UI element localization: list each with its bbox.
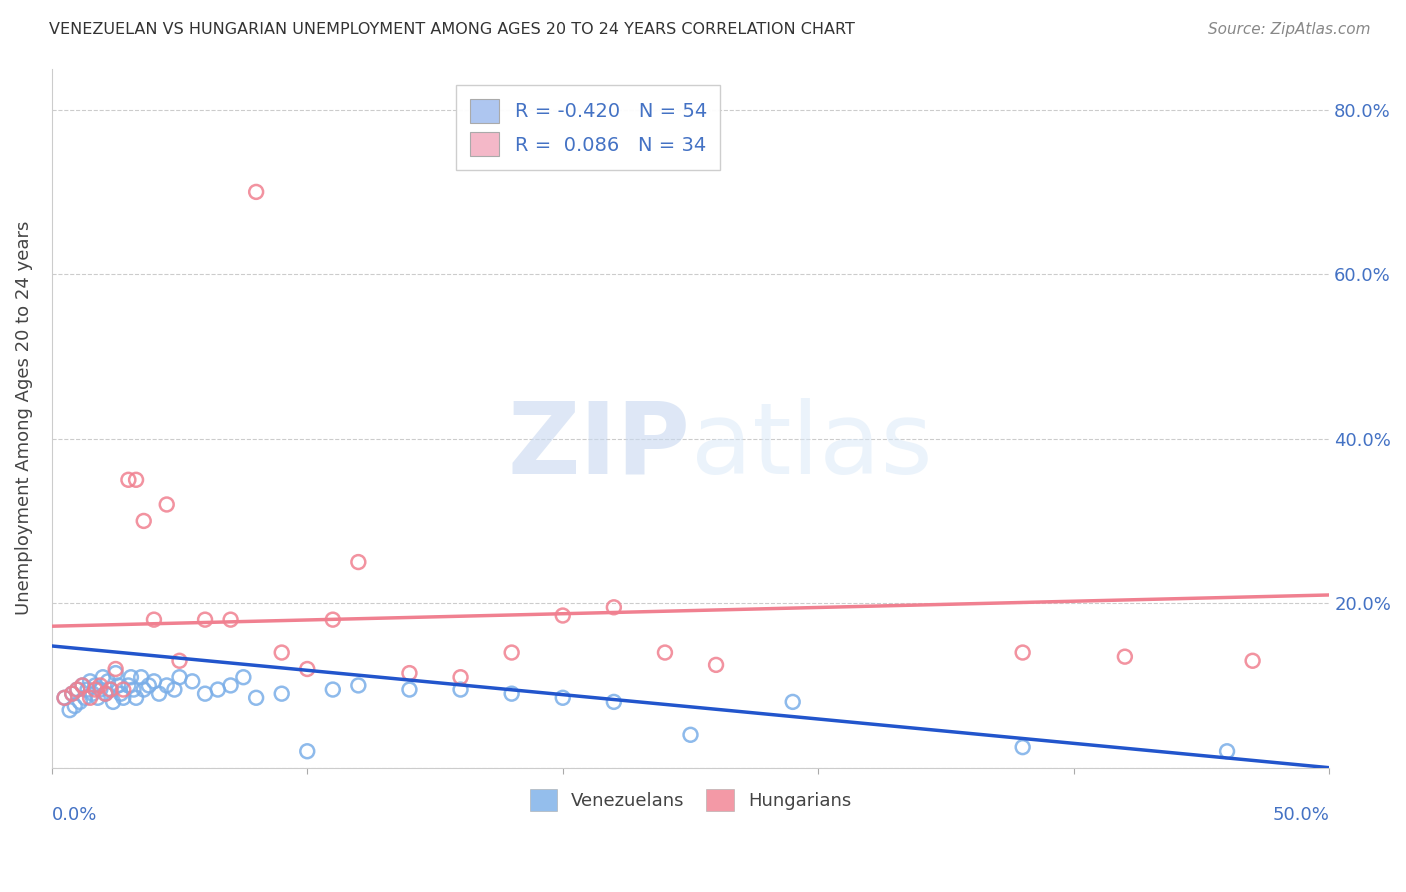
Point	[270, 687, 292, 701]
Point	[1011, 740, 1033, 755]
Point	[603, 695, 626, 709]
Point	[101, 695, 124, 709]
Point	[89, 678, 111, 692]
Point	[501, 687, 523, 701]
Point	[169, 654, 191, 668]
Point	[142, 674, 165, 689]
Point	[94, 687, 117, 701]
Point	[60, 687, 83, 701]
Point	[450, 682, 472, 697]
Point	[219, 613, 242, 627]
Point	[125, 690, 148, 705]
Point	[132, 682, 155, 697]
Point	[66, 682, 89, 697]
Point	[129, 670, 152, 684]
Point	[97, 674, 120, 689]
Point	[76, 682, 98, 697]
Point	[219, 678, 242, 692]
Point	[782, 695, 804, 709]
Point	[181, 674, 204, 689]
Point	[60, 687, 83, 701]
Point	[110, 687, 132, 701]
Point	[1241, 654, 1264, 668]
Point	[347, 678, 370, 692]
Point	[1216, 744, 1239, 758]
Point	[100, 682, 122, 697]
Point	[148, 687, 170, 701]
Point	[138, 678, 160, 692]
Point	[194, 687, 217, 701]
Point	[704, 657, 727, 672]
Point	[59, 703, 82, 717]
Point	[194, 613, 217, 627]
Point	[142, 613, 165, 627]
Text: VENEZUELAN VS HUNGARIAN UNEMPLOYMENT AMONG AGES 20 TO 24 YEARS CORRELATION CHART: VENEZUELAN VS HUNGARIAN UNEMPLOYMENT AMO…	[49, 22, 855, 37]
Point	[398, 682, 420, 697]
Point	[107, 678, 129, 692]
Point	[245, 690, 267, 705]
Point	[84, 682, 107, 697]
Text: 0.0%: 0.0%	[52, 806, 97, 824]
Point	[156, 678, 179, 692]
Point	[297, 662, 319, 676]
Point	[100, 682, 122, 697]
Point	[398, 666, 420, 681]
Point	[66, 682, 89, 697]
Point	[132, 514, 155, 528]
Point	[91, 670, 114, 684]
Point	[63, 698, 86, 713]
Point	[347, 555, 370, 569]
Point	[1114, 649, 1136, 664]
Point	[79, 674, 101, 689]
Point	[89, 682, 111, 697]
Y-axis label: Unemployment Among Ages 20 to 24 years: Unemployment Among Ages 20 to 24 years	[15, 221, 32, 615]
Point	[87, 690, 110, 705]
Text: atlas: atlas	[690, 398, 932, 494]
Point	[72, 678, 94, 692]
Legend: Venezuelans, Hungarians: Venezuelans, Hungarians	[523, 781, 859, 818]
Point	[169, 670, 191, 684]
Point	[82, 687, 104, 701]
Point	[551, 608, 574, 623]
Point	[104, 666, 127, 681]
Point	[551, 690, 574, 705]
Point	[104, 662, 127, 676]
Point	[84, 678, 107, 692]
Point	[679, 728, 702, 742]
Point	[1011, 646, 1033, 660]
Point	[112, 682, 135, 697]
Point	[450, 670, 472, 684]
Point	[232, 670, 254, 684]
Text: ZIP: ZIP	[508, 398, 690, 494]
Point	[603, 600, 626, 615]
Point	[112, 690, 135, 705]
Point	[73, 690, 96, 705]
Text: 50.0%: 50.0%	[1272, 806, 1329, 824]
Point	[163, 682, 186, 697]
Point	[72, 678, 94, 692]
Point	[501, 646, 523, 660]
Point	[245, 185, 267, 199]
Point	[94, 687, 117, 701]
Point	[654, 646, 676, 660]
Point	[69, 695, 91, 709]
Point	[125, 473, 148, 487]
Point	[322, 613, 344, 627]
Point	[120, 670, 142, 684]
Point	[79, 690, 101, 705]
Point	[270, 646, 292, 660]
Point	[53, 690, 76, 705]
Point	[122, 682, 145, 697]
Point	[297, 744, 319, 758]
Text: Source: ZipAtlas.com: Source: ZipAtlas.com	[1208, 22, 1371, 37]
Point	[117, 473, 139, 487]
Point	[322, 682, 344, 697]
Point	[156, 498, 179, 512]
Point	[207, 682, 229, 697]
Point	[53, 690, 76, 705]
Point	[117, 678, 139, 692]
